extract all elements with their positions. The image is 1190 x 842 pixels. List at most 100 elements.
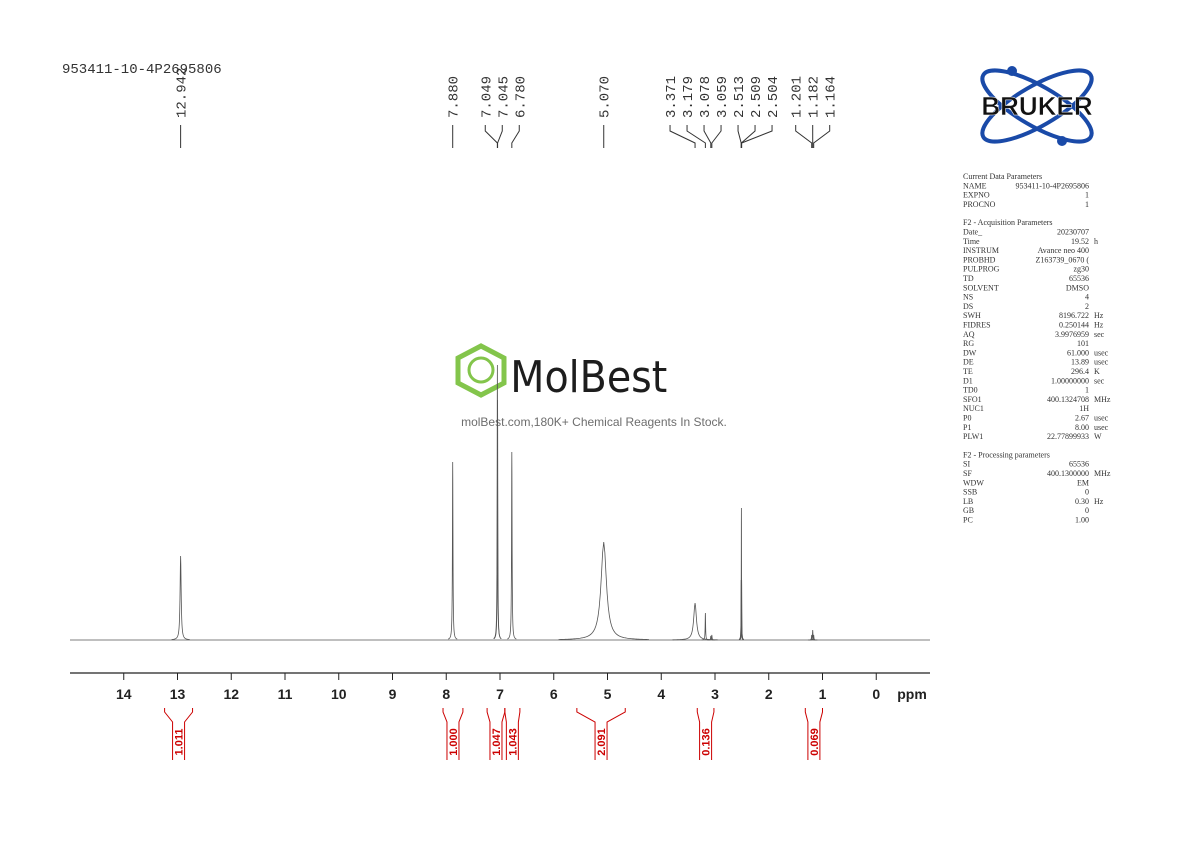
- peak: [708, 634, 716, 641]
- param-section-title: F2 - Acquisition Parameters: [963, 218, 1053, 227]
- integral-label: 1.043: [507, 728, 519, 756]
- watermark: MolBest molBest.com,180K+ Chemical Reage…: [455, 343, 727, 429]
- param-unit: W: [1094, 432, 1102, 441]
- param-name: SOLVENT: [963, 283, 999, 292]
- param-value: 1: [1085, 191, 1089, 200]
- integral-bracket: [696, 708, 701, 760]
- param-name: SSB: [963, 488, 977, 497]
- integral-bracket: [184, 708, 194, 760]
- watermark-name: MolBest: [510, 351, 667, 403]
- integral-bracket: [804, 708, 809, 760]
- param-name: PULPROG: [963, 265, 1000, 274]
- x-tick-label: 0: [872, 686, 880, 702]
- x-tick-label: 9: [389, 686, 397, 702]
- param-name: LB: [963, 497, 973, 506]
- param-unit: Hz: [1094, 497, 1104, 506]
- param-value: 1.00000000: [1051, 376, 1089, 385]
- watermark-tagline: molBest.com,180K+ Chemical Reagents In S…: [461, 415, 727, 429]
- param-value: zg30: [1073, 265, 1089, 274]
- param-value: 22.77899933: [1047, 432, 1089, 441]
- param-name: PLW1: [963, 432, 983, 441]
- param-name: PC: [963, 516, 973, 525]
- integral-label: 0.069: [809, 728, 821, 756]
- brand: BRUKER: [981, 91, 1092, 121]
- param-name: DE: [963, 358, 974, 367]
- x-tick-label: 14: [116, 686, 132, 702]
- peak-label: 6.780: [513, 76, 529, 118]
- peak-leader: [740, 125, 756, 148]
- param-unit: Hz: [1094, 321, 1104, 330]
- integral-label: 2.091: [596, 728, 608, 756]
- peak-label: 2.513: [732, 76, 748, 118]
- param-unit: usec: [1094, 358, 1109, 367]
- peak: [493, 399, 502, 640]
- integral-bracket: [711, 708, 715, 760]
- x-tick-label: 11: [278, 686, 293, 702]
- param-name: P0: [963, 414, 971, 423]
- param-value: 2: [1085, 302, 1089, 311]
- param-value: 1: [1085, 200, 1089, 209]
- peak-label: 12.942: [175, 68, 191, 118]
- param-value: 3.9976959: [1055, 330, 1089, 339]
- peak-label: 3.179: [681, 76, 697, 118]
- param-name: TD: [963, 274, 974, 283]
- peak: [558, 541, 649, 640]
- peak-label: 2.509: [749, 76, 765, 118]
- param-unit: h: [1094, 237, 1098, 246]
- param-value: 65536: [1069, 460, 1089, 469]
- peak-leader: [741, 125, 773, 148]
- param-value: 953411-10-4P2695806: [1016, 181, 1089, 190]
- param-value: Avance neo 400: [1038, 246, 1089, 255]
- peak-leader: [686, 125, 706, 148]
- param-value: 8196.722: [1059, 311, 1089, 320]
- param-name: DW: [963, 348, 977, 357]
- integral-bracket: [164, 708, 174, 760]
- param-section-title: F2 - Processing parameters: [963, 450, 1050, 459]
- spectrum-plot: 12.942 7.880 7.049 7.045 6.780 5.070 3.371 3.17…: [70, 68, 930, 760]
- param-name: EXPNO: [963, 191, 990, 200]
- peak-label: 2.504: [766, 76, 782, 118]
- peak-leader: [711, 125, 722, 148]
- x-tick-label: 5: [604, 686, 612, 702]
- sample-name: 953411-10-4P2695806: [62, 62, 222, 78]
- param-name: P1: [963, 423, 971, 432]
- x-tick-label: 2: [765, 686, 773, 702]
- param-value: 65536: [1069, 274, 1089, 283]
- param-value: 0.250144: [1059, 321, 1089, 330]
- param-value: 13.89: [1071, 358, 1089, 367]
- param-value: 0.30: [1075, 497, 1089, 506]
- param-name: NAME: [963, 181, 987, 190]
- x-tick-label: 3: [711, 686, 719, 702]
- peak-label: 3.078: [698, 76, 714, 118]
- peak-leader: [484, 125, 498, 148]
- param-unit: sec: [1094, 376, 1105, 385]
- integral-bracket: [606, 708, 626, 760]
- peak-label: 3.371: [664, 76, 680, 118]
- param-unit: usec: [1094, 348, 1109, 357]
- integral-bracket: [819, 708, 823, 760]
- param-unit: K: [1094, 367, 1100, 376]
- bruker-logo: BRUKER: [980, 66, 1094, 146]
- x-axis-label: ppm: [897, 686, 927, 702]
- integral-label: 1.000: [448, 728, 460, 756]
- x-tick-label: 7: [496, 686, 504, 702]
- param-unit: usec: [1094, 423, 1109, 432]
- peak-leader: [669, 125, 696, 148]
- param-name: GB: [963, 506, 974, 515]
- param-value: 296.4: [1071, 367, 1089, 376]
- peak-label: 7.880: [447, 76, 463, 118]
- peak: [448, 461, 458, 640]
- integral-label: 1.047: [491, 728, 503, 756]
- x-tick-label: 4: [657, 686, 665, 702]
- integral-bracket: [504, 708, 507, 760]
- param-name: INSTRUM: [963, 246, 999, 255]
- peak: [739, 579, 745, 641]
- param-name: SF: [963, 469, 972, 478]
- peak-leader: [497, 125, 503, 148]
- param-name: PROCNO: [963, 200, 996, 209]
- peak-label: 1.182: [807, 76, 823, 118]
- param-value: DMSO: [1066, 283, 1089, 292]
- param-unit: MHz: [1094, 395, 1111, 404]
